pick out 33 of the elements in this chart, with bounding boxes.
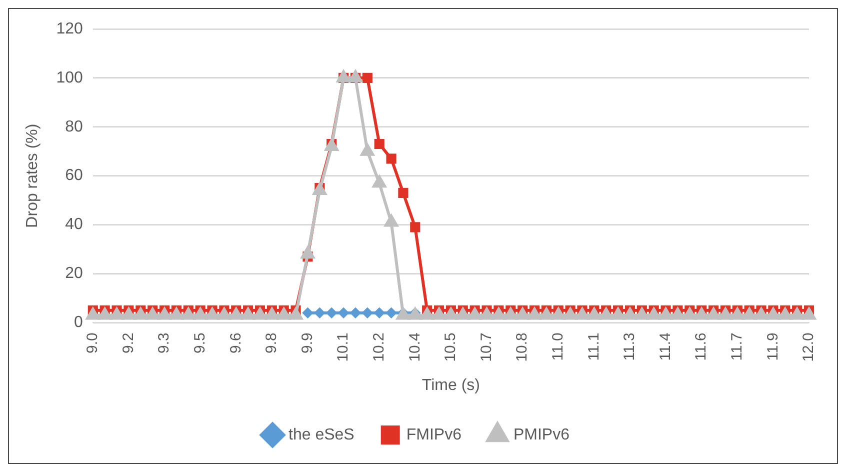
x-tick-label: 9.9 — [298, 332, 316, 354]
y-axis-title: Drop rates (%) — [24, 124, 42, 228]
x-tick-label: 10.7 — [478, 332, 495, 362]
x-tick-label: 9.8 — [263, 332, 280, 354]
x-tick-label: 9.2 — [120, 332, 137, 354]
x-axis-title: Time (s) — [422, 376, 480, 394]
x-tick-label: 11.0 — [550, 332, 567, 361]
x-tick-label: 9.3 — [156, 332, 173, 354]
y-tick-label: 80 — [65, 118, 83, 136]
x-tick-label: 9.0 — [84, 332, 102, 354]
y-tick-label: 0 — [74, 314, 83, 332]
y-tick-label: 60 — [65, 167, 83, 184]
x-tick-label: 10.2 — [370, 332, 388, 362]
legend-label: the eSeS — [288, 426, 354, 444]
y-tick-label: 20 — [65, 265, 83, 282]
y-tick-label: 120 — [56, 20, 83, 38]
legend-label: PMIPv6 — [513, 426, 570, 444]
x-tick-label: 11.9 — [764, 332, 782, 361]
x-tick-label: 9.5 — [191, 332, 208, 354]
x-tick-label: 10.4 — [406, 332, 424, 362]
x-tick-label: 10.1 — [334, 332, 352, 362]
x-tick-label: 11.3 — [621, 332, 638, 361]
x-tick-label: 10.8 — [514, 332, 531, 362]
x-tick-label: 10.5 — [442, 332, 460, 362]
y-tick-label: 40 — [65, 216, 83, 234]
x-tick-label: 12.0 — [800, 332, 818, 362]
x-tick-label: 11.6 — [692, 332, 710, 361]
legend-label: FMIPv6 — [406, 426, 462, 444]
y-tick-label: 100 — [56, 69, 83, 86]
x-tick-label: 11.4 — [656, 332, 674, 361]
x-tick-label: 9.6 — [227, 332, 244, 354]
x-tick-label: 11.7 — [728, 332, 746, 361]
x-tick-label: 11.1 — [585, 332, 602, 361]
